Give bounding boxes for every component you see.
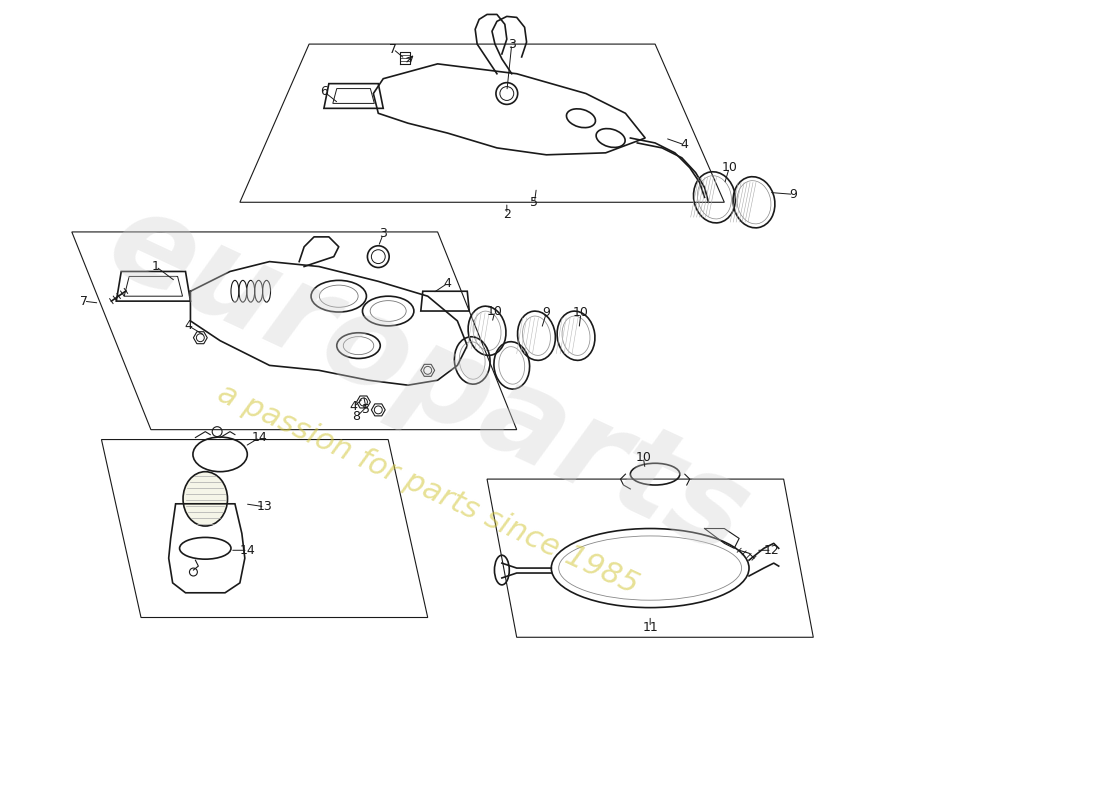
Text: 8: 8 (352, 410, 361, 423)
Text: 13: 13 (256, 500, 273, 514)
Text: 7: 7 (389, 42, 397, 55)
Text: 10: 10 (573, 306, 588, 319)
Text: europarts: europarts (89, 179, 767, 581)
Text: 14: 14 (240, 544, 255, 557)
Text: 10: 10 (636, 451, 651, 464)
Text: 4: 4 (185, 319, 192, 332)
Text: 4: 4 (443, 277, 451, 290)
Text: 12: 12 (763, 544, 780, 557)
Text: 9: 9 (542, 306, 550, 319)
Text: 6: 6 (320, 85, 328, 98)
Text: 5: 5 (530, 196, 539, 209)
Text: 4: 4 (681, 138, 689, 151)
Ellipse shape (183, 472, 228, 526)
Text: 1: 1 (152, 260, 160, 273)
Text: 7: 7 (79, 294, 88, 308)
Text: 3: 3 (508, 38, 516, 50)
Text: 14: 14 (252, 431, 267, 444)
Text: 10: 10 (487, 305, 503, 318)
Text: 4: 4 (350, 401, 358, 414)
Text: 9: 9 (790, 188, 798, 201)
Text: 2: 2 (503, 208, 510, 221)
Text: 10: 10 (722, 161, 737, 174)
Text: 5: 5 (362, 403, 371, 416)
Text: 11: 11 (642, 621, 658, 634)
Text: 3: 3 (379, 227, 387, 241)
Text: a passion for parts since 1985: a passion for parts since 1985 (212, 378, 642, 599)
